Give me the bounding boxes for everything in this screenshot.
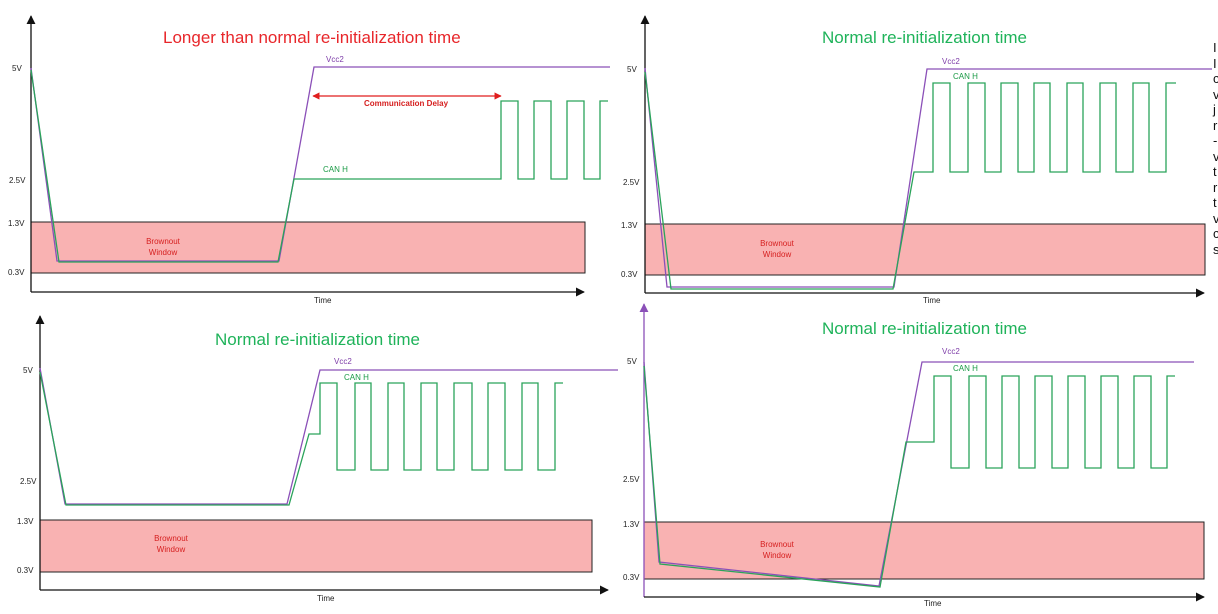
panel-1 [26,15,610,297]
brownout-line-2: Window [148,248,178,257]
brownout-window-label: Brownout Window [744,238,810,260]
brownout-window-label: Brownout Window [138,533,204,555]
tick-0-3v: 0.3V [17,566,34,575]
can-h-waveform [644,71,1176,290]
tick-5v: 5V [627,65,637,74]
time-axis-label: Time [314,296,332,305]
tick-5v: 5V [627,357,637,366]
panel-3 [35,315,618,595]
side-fragment: c [1213,71,1218,86]
tick-5v: 5V [12,64,22,73]
brownout-line-2: Window [762,250,792,259]
vcc2-label: Vcc2 [334,357,352,366]
panel-4 [639,303,1205,602]
side-fragment: I [1213,40,1217,55]
brownout-window-label: Brownout Window [130,236,196,258]
tick-1-3v: 1.3V [8,219,25,228]
brownout-window-region [644,223,1206,276]
vcc2-label: Vcc2 [942,347,960,356]
panel-4-title: Normal re-initialization time [822,319,1028,338]
side-fragment: t [1213,164,1217,179]
tick-1-3v: 1.3V [17,517,34,526]
can-h-waveform [30,69,608,263]
brownout-window-region [643,521,1205,580]
panel-2 [640,15,1212,298]
panel-3-title: Normal re-initialization time [215,330,421,349]
vcc2-label: Vcc2 [326,55,344,64]
side-fragment: r [1213,179,1218,195]
panel-1-title: Longer than normal re-initialization tim… [163,28,461,47]
side-fragment: - [1213,133,1218,148]
brownout-line-1: Brownout [760,540,794,549]
vcc2-waveform [39,367,618,505]
can-h-label: CAN H [953,364,978,373]
side-fragment: c [1213,226,1218,241]
side-fragment: v [1213,210,1218,226]
side-fragment: I [1213,55,1217,71]
tick-0-3v: 0.3V [621,270,638,279]
tick-2-5v: 2.5V [623,475,640,484]
tick-0-3v: 0.3V [623,573,640,582]
tick-2-5v: 2.5V [623,178,640,187]
tick-1-3v: 1.3V [623,520,640,529]
brownout-window-label: Brownout Window [744,539,810,561]
brownout-window-region [30,221,586,274]
vcc2-label: Vcc2 [942,57,960,66]
side-fragment: v [1213,86,1218,102]
brownout-window-region [39,519,593,573]
can-h-label: CAN H [323,165,348,174]
time-axis-label: Time [923,296,941,305]
time-axis-label: Time [924,599,942,608]
time-axis-label: Time [317,594,335,603]
can-h-waveform [39,371,563,506]
brownout-line-2: Window [156,545,186,554]
side-fragment: r [1213,117,1218,133]
side-fragment: s [1213,241,1218,257]
panel-2-title: Normal re-initialization time [822,28,1028,47]
brownout-line-1: Brownout [146,237,180,246]
can-h-waveform [643,365,1175,588]
tick-2-5v: 2.5V [20,477,37,486]
can-h-label: CAN H [344,373,369,382]
tick-1-3v: 1.3V [621,221,638,230]
can-h-label: CAN H [953,72,978,81]
tick-5v: 5V [23,366,33,375]
brownout-line-1: Brownout [154,534,188,543]
communication-delay-label: Communication Delay [364,99,449,108]
brownout-line-1: Brownout [760,239,794,248]
brownout-line-2: Window [762,551,792,560]
tick-2-5v: 2.5V [9,176,26,185]
side-fragment: t [1213,195,1217,210]
side-fragment: j [1213,102,1216,117]
vcc2-waveform [30,66,610,262]
tick-0-3v: 0.3V [8,268,25,277]
clipped-side-text: I I c v j r - v t r t v c s [1213,40,1218,257]
side-fragment: v [1213,148,1218,164]
